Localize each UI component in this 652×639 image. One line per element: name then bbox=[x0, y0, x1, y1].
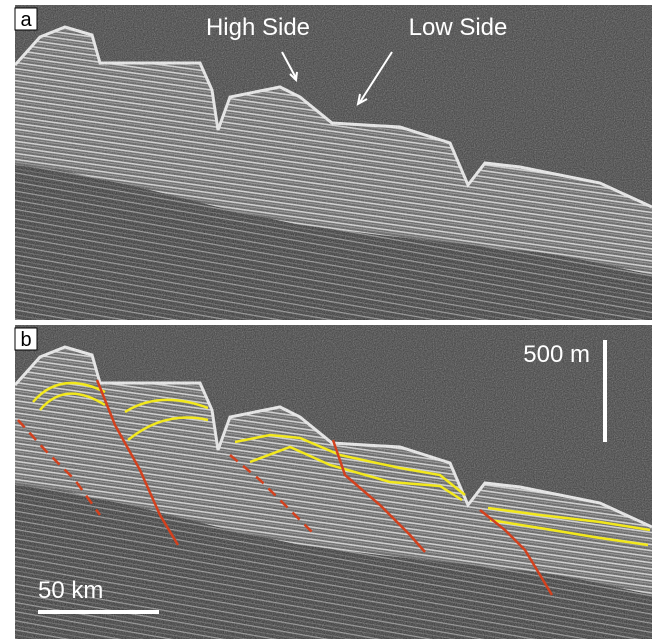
panel-label: b bbox=[20, 329, 31, 351]
arrow bbox=[356, 51, 393, 106]
scale-label: 50 km bbox=[38, 577, 103, 604]
faults bbox=[17, 379, 554, 596]
panel-a: a High Side Low Side bbox=[14, 5, 652, 320]
panel-b: b 500 m 50 km bbox=[14, 325, 652, 639]
annotation: Low Side bbox=[409, 14, 508, 41]
horizons bbox=[32, 381, 651, 547]
panel-label: a bbox=[20, 9, 32, 31]
label-box bbox=[14, 327, 38, 351]
arrow bbox=[281, 51, 298, 83]
scale-label: 500 m bbox=[523, 341, 590, 368]
annotation: High Side bbox=[206, 14, 310, 41]
scale-bar bbox=[38, 610, 159, 614]
scale-bar bbox=[603, 340, 607, 442]
label-box bbox=[14, 7, 38, 31]
